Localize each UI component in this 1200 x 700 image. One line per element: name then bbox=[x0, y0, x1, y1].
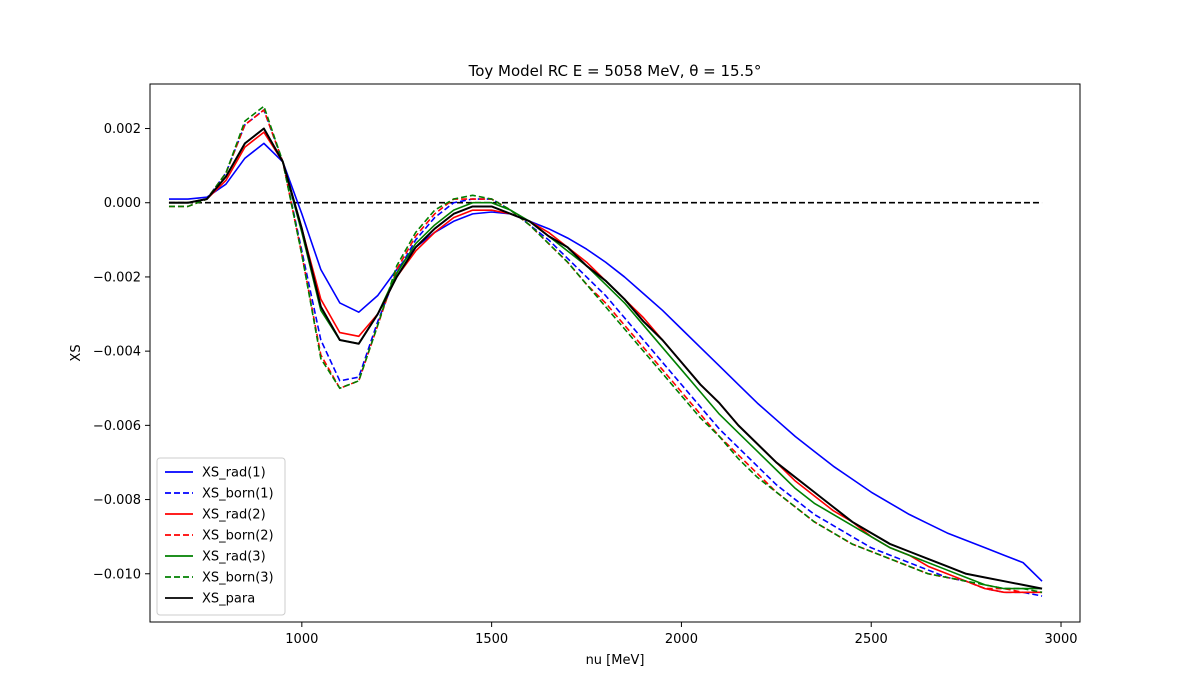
plot-frame bbox=[149, 83, 1081, 623]
y-tick-label: −0.006 bbox=[93, 419, 141, 434]
legend-label: XS_rad(2) bbox=[202, 508, 266, 523]
x-axis-ticks: 1000 1500 2000 2500 3000 bbox=[285, 622, 1078, 647]
plot-area bbox=[168, 105, 1043, 597]
legend-label: XS_rad(3) bbox=[202, 550, 266, 565]
legend-box bbox=[156, 457, 286, 616]
series-line-xs-rad-1 bbox=[168, 142, 1043, 582]
x-tick-label: 1000 bbox=[285, 632, 318, 647]
y-tick-label: 0.000 bbox=[104, 196, 141, 211]
legend-label: XS_para bbox=[202, 592, 255, 607]
x-axis-label: nu [MeV] bbox=[586, 653, 645, 668]
x-tick-label: 2000 bbox=[665, 632, 698, 647]
series-line-xs-para bbox=[168, 127, 1043, 590]
y-axis-label: XS bbox=[69, 344, 84, 361]
legend-label: XS_born(2) bbox=[202, 529, 274, 544]
y-tick-label: 0.002 bbox=[104, 122, 141, 137]
y-tick-label: −0.002 bbox=[93, 270, 141, 285]
series-line-xs-born-1 bbox=[168, 109, 1043, 597]
y-axis-ticks: 0.002 0.000 −0.002 −0.004 −0.006 −0.008 −0.010 bbox=[93, 122, 150, 582]
legend: XS_rad(1) XS_born(1) XS_rad(2) XS_born(2) XS… bbox=[156, 457, 286, 616]
legend-label: XS_born(3) bbox=[202, 571, 274, 586]
legend-label: XS_rad(1) bbox=[202, 466, 266, 481]
x-tick-label: 3000 bbox=[1044, 632, 1077, 647]
legend-label: XS_born(1) bbox=[202, 487, 274, 502]
series-line-xs-born-3 bbox=[168, 105, 1043, 594]
y-tick-label: −0.004 bbox=[93, 345, 141, 360]
x-tick-label: 1500 bbox=[475, 632, 508, 647]
y-tick-label: −0.010 bbox=[93, 567, 141, 582]
y-tick-label: −0.008 bbox=[93, 493, 141, 508]
x-tick-label: 2500 bbox=[855, 632, 888, 647]
chart-title: Toy Model RC E = 5058 MeV, θ = 15.5° bbox=[468, 62, 762, 80]
